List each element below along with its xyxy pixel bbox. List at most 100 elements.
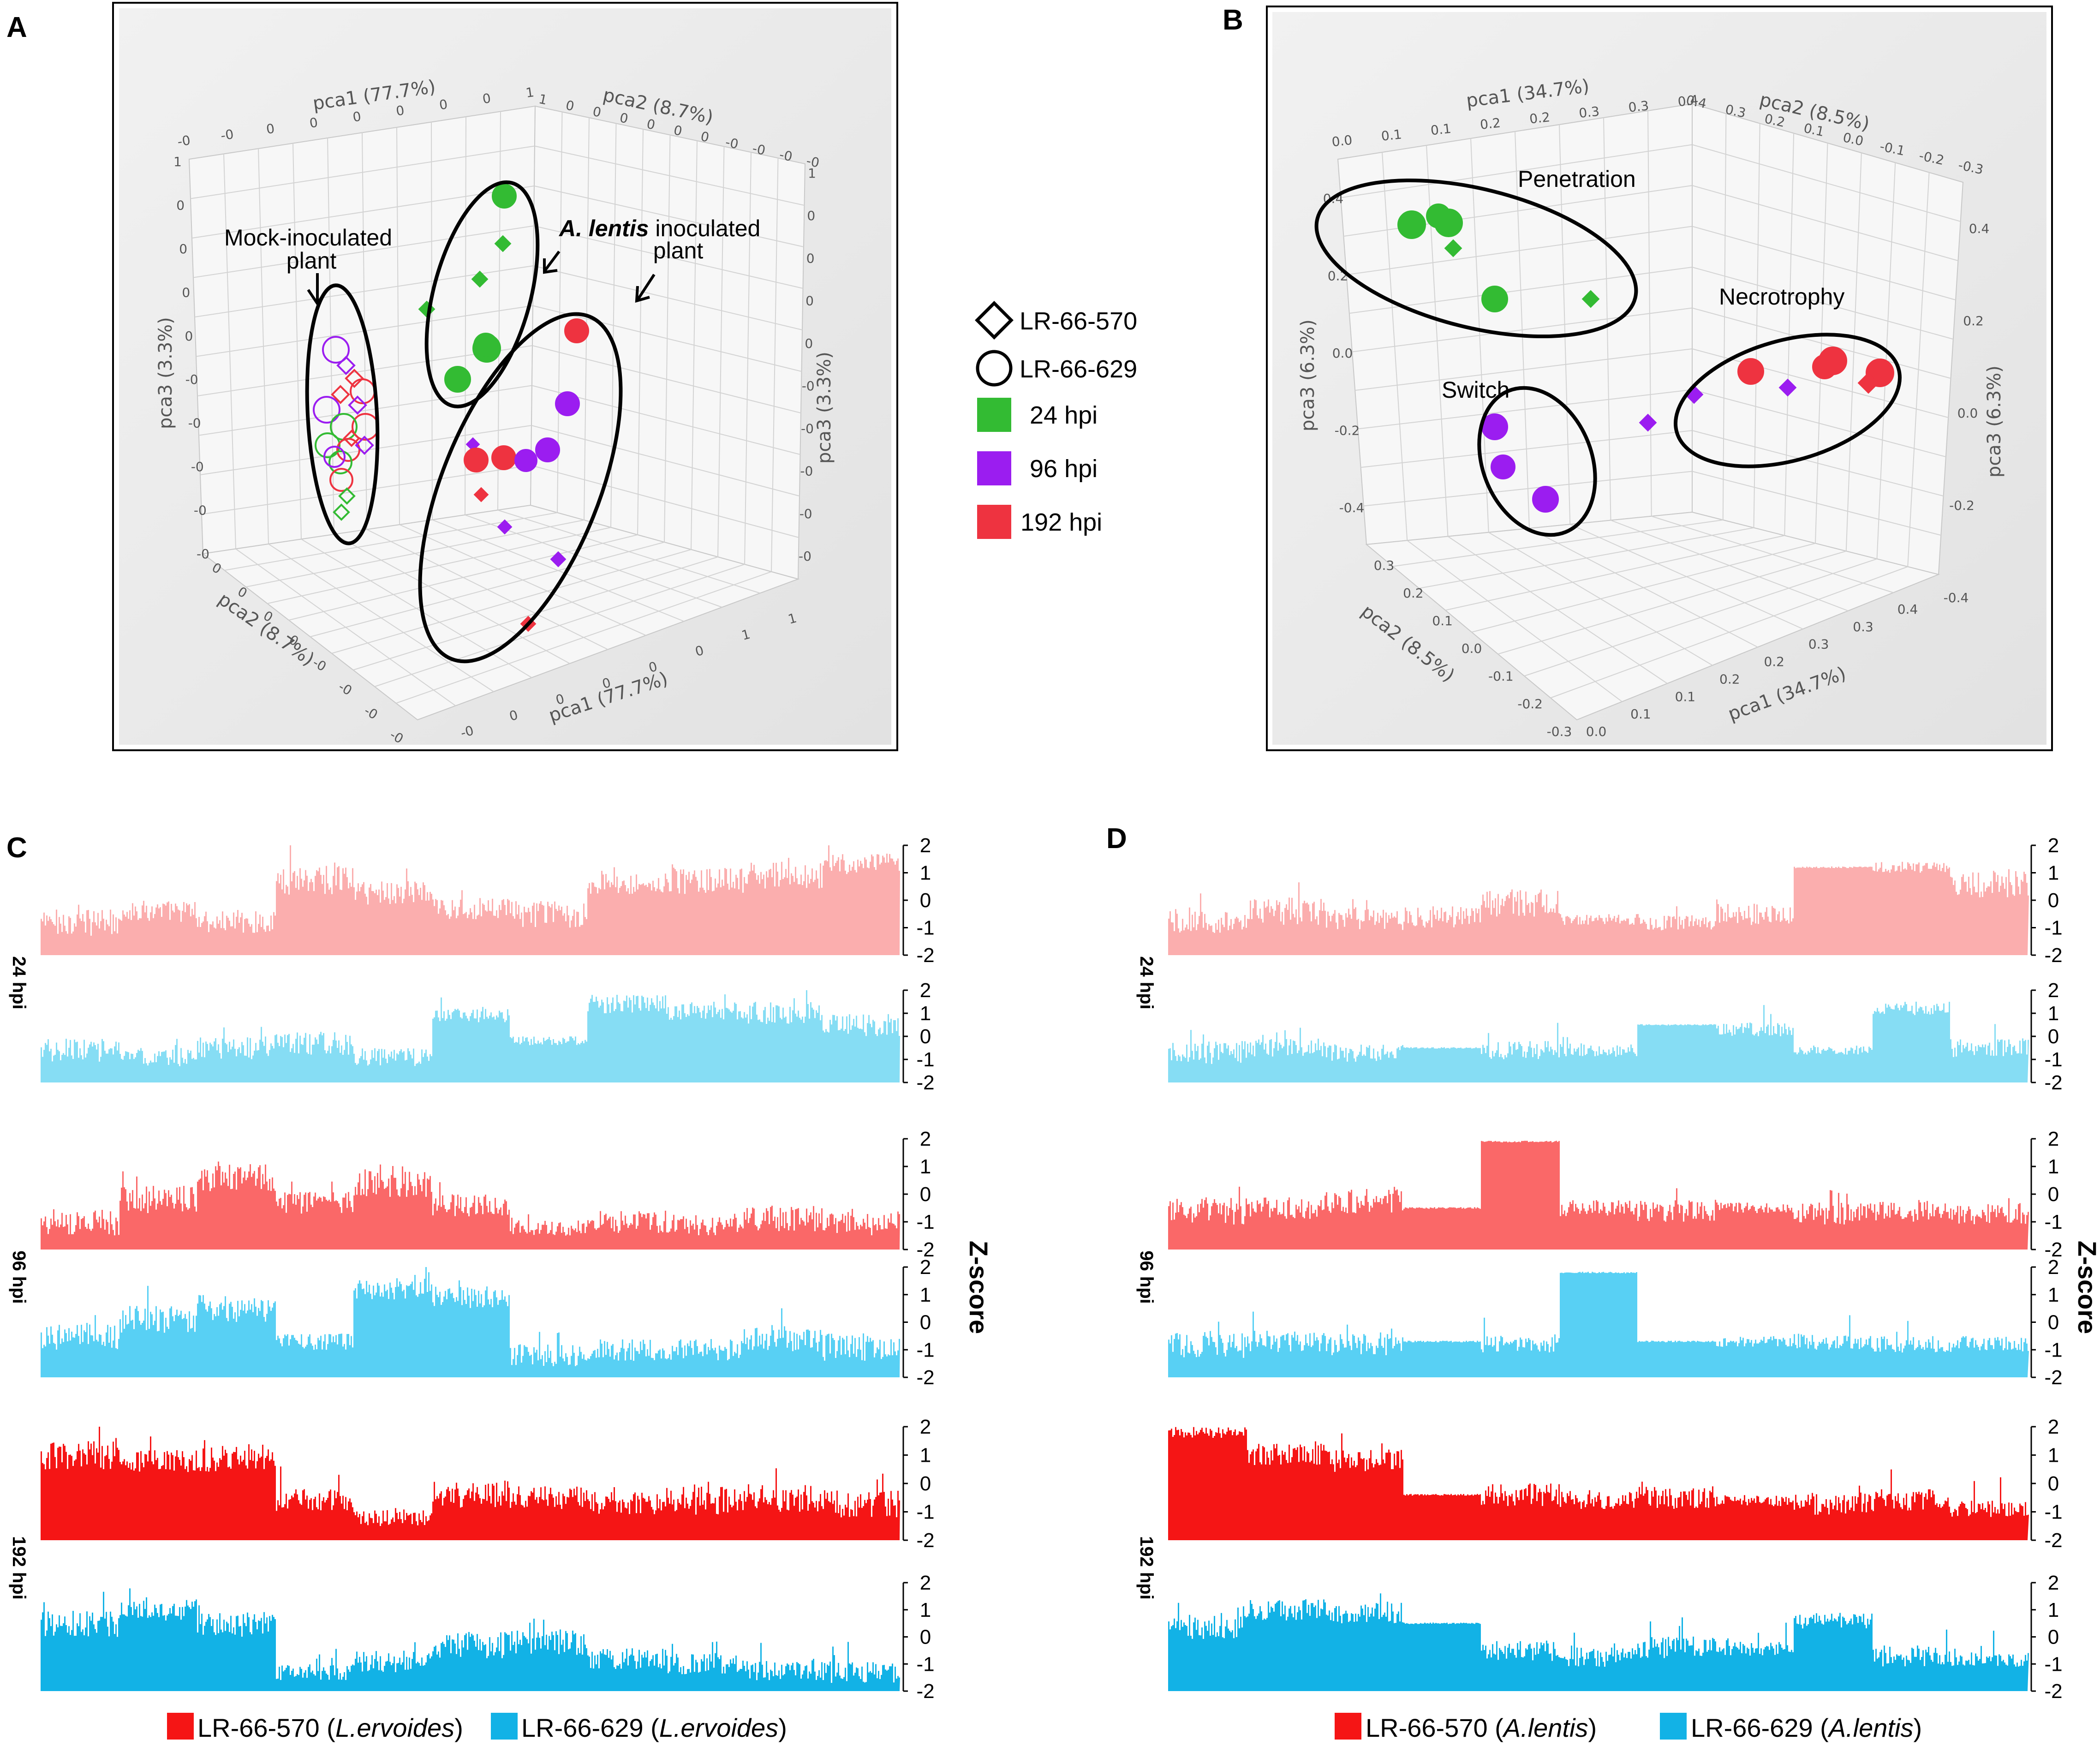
b-back-left-gridline [1363, 471, 1693, 507]
a-back-left-gridline [200, 425, 532, 475]
b-back-right-gridline [1692, 144, 1961, 222]
d-y-tick-label: -1 [2044, 1048, 2062, 1071]
d-row-label: 96 hpi [1136, 1250, 1157, 1304]
c-y-tick-label: 1 [920, 862, 931, 885]
a-floor-gridline [245, 520, 585, 587]
a-back-left-gridline [198, 385, 532, 436]
a-tick-right: -0 [802, 378, 815, 394]
a-mock-label-1: Mock-inoculated [224, 225, 392, 251]
b-tick-bottom-left: 0.2 [1403, 586, 1424, 601]
a-pca3-left-title: pca3 (3.3%) [155, 317, 176, 429]
panel-label-c: C [6, 832, 27, 864]
a-mock-arrow [307, 273, 328, 306]
a-tick-top-left: 1 [525, 84, 535, 101]
a-tick-right: 1 [808, 166, 816, 181]
d-bars-LR-66-570 [1168, 1427, 2029, 1540]
legend-c-629: LR-66-629 (L.ervoides) [521, 1713, 787, 1742]
a-back-left-gridline [193, 225, 534, 278]
a-tick-right: 0 [806, 251, 815, 266]
c-y-tick-label: 1 [920, 1155, 931, 1178]
a-tick-left: 0 [179, 241, 187, 257]
a-point-mock [333, 503, 350, 521]
b-back-right-gridline [1692, 430, 1944, 496]
a-mock-ellipse [305, 283, 380, 545]
a-point-mock [313, 396, 340, 424]
a-back-right-face [530, 105, 806, 580]
d-y-tick-label: 2 [2048, 834, 2059, 857]
a-point-mock [355, 436, 374, 455]
c-y-tick-label: 1 [920, 1284, 931, 1306]
legend-c-570-name: LR-66-570 ( [197, 1713, 335, 1742]
b-back-right-gridline [1692, 226, 1956, 300]
b-floor-face [1365, 511, 1940, 721]
d-y-tick-label: 1 [2048, 1284, 2059, 1306]
d-track-1-0: 2 1 0 -1 -2 [1168, 1128, 2063, 1261]
c-track-0-0: 2 1 0 -1 -2 [41, 834, 935, 967]
b-pca3-right-title: pca3 (6.3%) [1984, 365, 2005, 478]
c-y-tick-label: 0 [920, 889, 931, 912]
d-track-2-0: 2 1 0 -1 -2 [1168, 1416, 2063, 1552]
c-bars-LR-66-570 [41, 845, 900, 955]
b-tick-bottom-left: 0.0 [1462, 641, 1482, 656]
b-tick-top-left: 0.2 [1529, 109, 1551, 126]
d-row-label: 192 hpi [1136, 1536, 1157, 1600]
legend-ab: LR-66-570 LR-66-629 24 hpi 96 hpi 192 hp… [975, 301, 1137, 539]
c-row-label: 96 hpi [9, 1250, 29, 1304]
a-tick-left: -0 [188, 416, 201, 431]
a-tick-top-left: -0 [220, 126, 234, 144]
b-tick-bottom-left: -0.1 [1488, 669, 1514, 684]
c-y-tick-label: 2 [920, 1256, 931, 1279]
a-point-mock [328, 450, 352, 474]
a-alentis-arrow-1 [543, 251, 561, 274]
d-y-tick-label: -1 [2044, 1211, 2062, 1233]
b-tick-bottom-left: -0.2 [1517, 696, 1543, 712]
a-point [555, 391, 580, 416]
b-floor-gridline [1497, 550, 1847, 655]
a-tick-left: 0 [185, 329, 193, 344]
b-tick-bottom-right: 0.2 [1764, 654, 1784, 670]
b-pca3-left-title: pca3 (6.3%) [1297, 319, 1318, 431]
legend-d-570-close: ) [1588, 1713, 1597, 1742]
a-alentis-arrow-2 [635, 274, 656, 303]
d-y-tick-label: 0 [2048, 1311, 2059, 1334]
a-floor-gridline [331, 549, 692, 654]
b-penetration-label: Penetration [1518, 166, 1636, 192]
legend-24hpi: 24 hpi [1030, 401, 1098, 429]
a-tick-top-left: 0 [352, 109, 362, 125]
c-track-2-1: 2 1 0 -1 -2 [41, 1572, 935, 1703]
b-tick-bottom-left: 0.1 [1432, 613, 1453, 628]
c-y-tick-label: 0 [920, 1472, 931, 1495]
b-tick-top-left: 0.1 [1380, 126, 1402, 144]
d-y-tick-label: 0 [2048, 1626, 2059, 1649]
a-back-right-gridline [533, 265, 803, 330]
a-point-mock [348, 395, 367, 415]
b-tick-top-left: 0.2 [1480, 115, 1502, 132]
a-tick-top-left: 0 [482, 90, 492, 107]
d-track-0-1: 210-1-2 [1168, 979, 2063, 1094]
b-point [1581, 290, 1600, 308]
c-y-tick-label: -1 [916, 1048, 934, 1071]
b-point [1532, 486, 1559, 513]
a-tick-top-left: 0 [265, 121, 275, 137]
a-tick-left: -0 [191, 459, 204, 474]
legend-d-629-species: A.lentis [1827, 1713, 1914, 1742]
b-tick-right: -0.2 [1949, 498, 1975, 513]
legend-d-570-species: A.lentis [1502, 1713, 1588, 1742]
b-penetration-ellipse [1314, 179, 1638, 338]
a-tick-left: -0 [197, 546, 209, 562]
b-tick-left: 0.0 [1332, 346, 1353, 361]
panel-b-points [1397, 203, 1894, 513]
legend-c-570-species: L.ervoides [335, 1713, 454, 1742]
c-bars-LR-66-570 [41, 1427, 900, 1540]
c-y-tick-label: 2 [920, 979, 931, 1002]
b-floor-gridline [1445, 535, 1785, 611]
a-tick-right: -0 [799, 506, 812, 521]
c-bars-LR-66-629 [41, 1267, 900, 1377]
legend-c-570-swatch [167, 1713, 194, 1740]
b-point [1778, 378, 1797, 397]
a-point [471, 270, 489, 288]
b-point [1639, 413, 1657, 432]
b-back-left-gridline [1346, 226, 1693, 275]
c-y-tick-label: -2 [916, 944, 934, 967]
